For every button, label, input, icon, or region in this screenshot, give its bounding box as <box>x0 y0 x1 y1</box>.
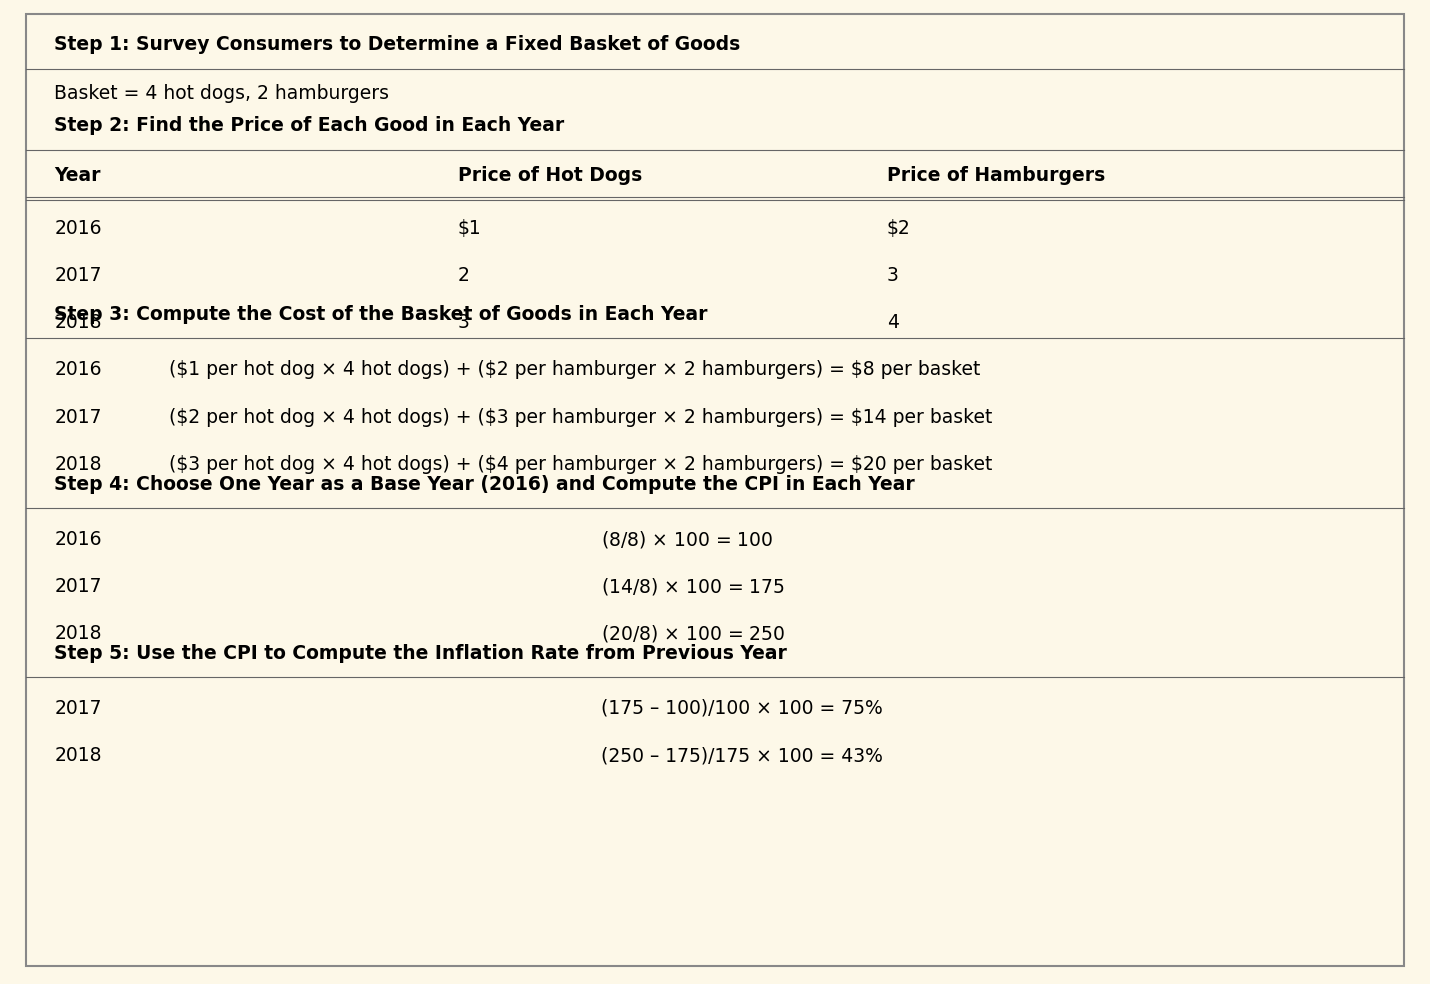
Text: Price of Hamburgers: Price of Hamburgers <box>887 165 1105 185</box>
Text: $2: $2 <box>887 218 911 238</box>
Text: 2017: 2017 <box>54 407 102 427</box>
Text: 2016: 2016 <box>54 529 102 549</box>
Text: Year: Year <box>54 165 102 185</box>
Text: $1: $1 <box>458 218 482 238</box>
Text: 2017: 2017 <box>54 266 102 285</box>
Text: 3: 3 <box>887 266 898 285</box>
Text: ($20/$8) × 100 = 250: ($20/$8) × 100 = 250 <box>601 623 785 645</box>
Text: Step 1: Survey Consumers to Determine a Fixed Basket of Goods: Step 1: Survey Consumers to Determine a … <box>54 34 741 54</box>
Text: Step 2: Find the Price of Each Good in Each Year: Step 2: Find the Price of Each Good in E… <box>54 116 565 136</box>
Text: Step 5: Use the CPI to Compute the Inflation Rate from Previous Year: Step 5: Use the CPI to Compute the Infla… <box>54 644 786 663</box>
Text: ($14/$8) × 100 = 175: ($14/$8) × 100 = 175 <box>601 576 785 597</box>
Text: Price of Hot Dogs: Price of Hot Dogs <box>458 165 642 185</box>
Text: (175 – 100)/100 × 100 = 75%: (175 – 100)/100 × 100 = 75% <box>601 699 882 718</box>
Text: (250 – 175)/175 × 100 = 43%: (250 – 175)/175 × 100 = 43% <box>601 746 882 766</box>
Text: 2016: 2016 <box>54 360 102 380</box>
Text: Step 4: Choose One Year as a Base Year (2016) and Compute the CPI in Each Year: Step 4: Choose One Year as a Base Year (… <box>54 474 915 494</box>
Text: 2: 2 <box>458 266 469 285</box>
Text: 2018: 2018 <box>54 746 102 766</box>
Text: Step 3: Compute the Cost of the Basket of Goods in Each Year: Step 3: Compute the Cost of the Basket o… <box>54 305 708 325</box>
Text: 3: 3 <box>458 313 469 333</box>
Text: 2017: 2017 <box>54 699 102 718</box>
Text: 2017: 2017 <box>54 577 102 596</box>
Text: 4: 4 <box>887 313 898 333</box>
Text: 2018: 2018 <box>54 624 102 644</box>
Text: ($3 per hot dog × 4 hot dogs) + ($4 per hamburger × 2 hamburgers) = $20 per bask: ($3 per hot dog × 4 hot dogs) + ($4 per … <box>169 455 992 474</box>
Text: ($2 per hot dog × 4 hot dogs) + ($3 per hamburger × 2 hamburgers) = $14 per bask: ($2 per hot dog × 4 hot dogs) + ($3 per … <box>169 407 992 427</box>
Text: 2018: 2018 <box>54 455 102 474</box>
Text: Basket = 4 hot dogs, 2 hamburgers: Basket = 4 hot dogs, 2 hamburgers <box>54 84 389 103</box>
Text: 2016: 2016 <box>54 218 102 238</box>
Text: ($8/$8) × 100 = 100: ($8/$8) × 100 = 100 <box>601 528 774 550</box>
Text: ($1 per hot dog × 4 hot dogs) + ($2 per hamburger × 2 hamburgers) = $8 per baske: ($1 per hot dog × 4 hot dogs) + ($2 per … <box>169 360 980 380</box>
Text: 2018: 2018 <box>54 313 102 333</box>
